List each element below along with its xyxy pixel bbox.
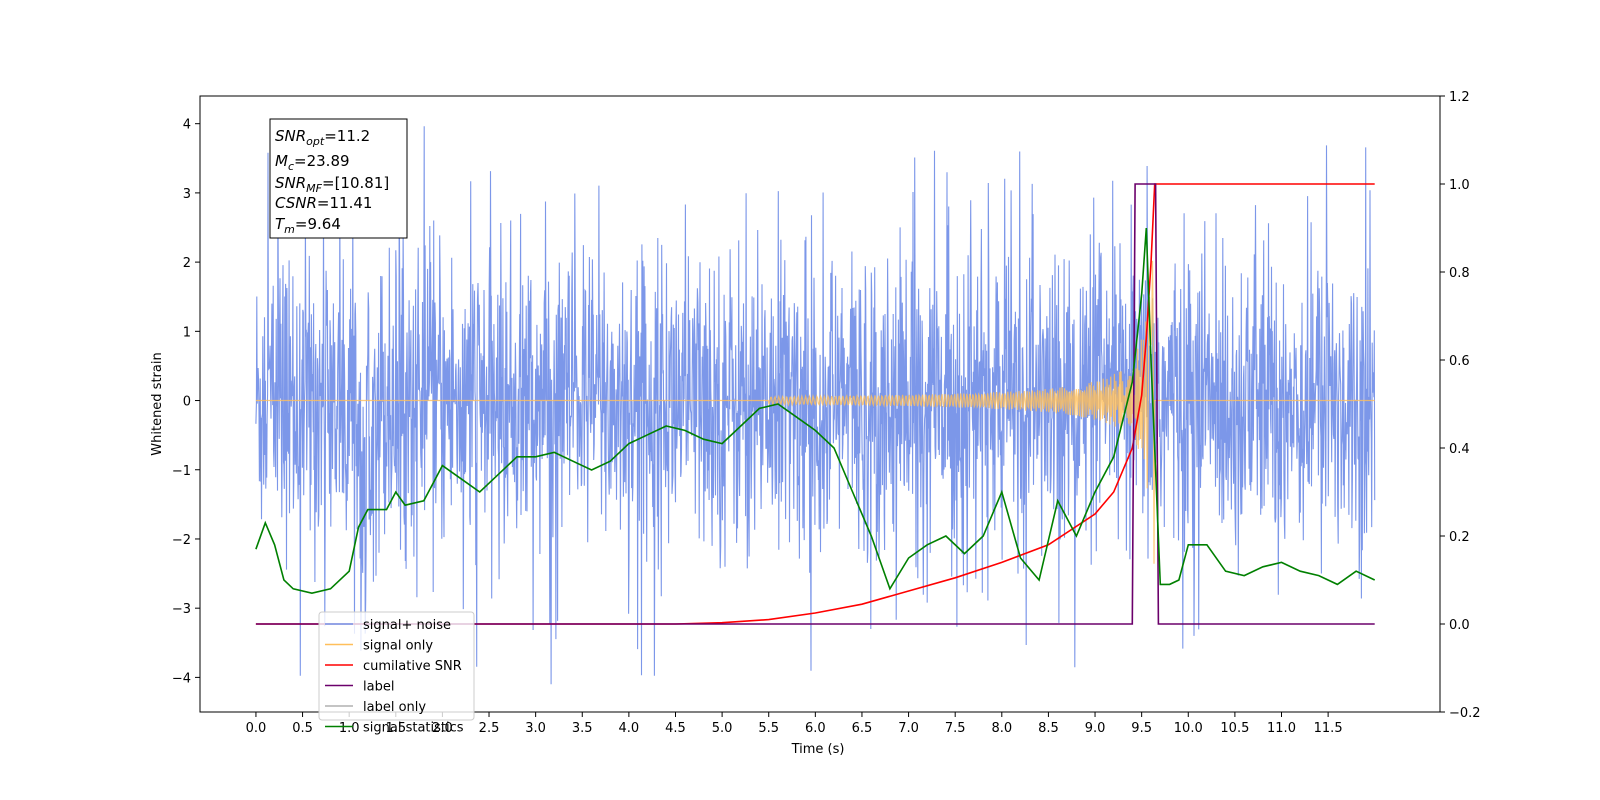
csnr-symbol: CSNR xyxy=(275,194,317,212)
y2-tick-label: 1.0 xyxy=(1449,178,1470,193)
x-tick-label: 1.5 xyxy=(385,721,406,736)
x-tick-label: 11.5 xyxy=(1314,721,1343,736)
annotation-box: SNRopt=11.2 Mc=23.89 SNRMF=[10.81] CSNR=… xyxy=(269,118,408,239)
x-tick-label: 7.0 xyxy=(898,721,919,736)
annotation-mc: Mc=23.89 xyxy=(275,152,350,173)
x-axis-ticks: 0.0 0.5 1.0 1.5 2.0 2.5 3.0 3.5 4.0 4.5 5.0 5.5 6.0 6… xyxy=(246,712,1343,736)
x-tick-label: 1.0 xyxy=(339,721,360,736)
noise-series-layer xyxy=(255,126,1376,685)
x-tick-label: 10.0 xyxy=(1174,721,1203,736)
snr-mf-symbol: SNR xyxy=(275,174,306,192)
y-axis-ticks: 4 3 2 1 0 −1 −2 −3 −4 xyxy=(172,118,200,686)
annotation-tm: Tm=9.64 xyxy=(275,215,341,236)
annotation-snr-mf: SNRMF=[10.81] xyxy=(275,174,389,195)
x-axis-label: Time (s) xyxy=(791,742,845,757)
y-axis-label: Whitened strain xyxy=(150,352,165,455)
snr-mf-value: =[10.81] xyxy=(322,174,389,192)
tm-symbol: T xyxy=(275,215,286,233)
snr-opt-subscript: opt xyxy=(306,135,325,148)
y2-tick-label: 0.2 xyxy=(1449,530,1470,545)
tm-value: =9.64 xyxy=(295,215,341,233)
legend-label: signal+ noise xyxy=(363,618,451,633)
series-signal-noise xyxy=(255,126,1376,685)
x-tick-label: 9.0 xyxy=(1085,721,1106,736)
y-tick-label: 3 xyxy=(183,187,191,202)
snr-opt-value: =11.2 xyxy=(324,127,370,145)
x-tick-label: 11.0 xyxy=(1267,721,1296,736)
tm-subscript: m xyxy=(284,223,295,236)
x-tick-label: 4.5 xyxy=(665,721,686,736)
legend: signal+ noise signal only cumilative SNR la… xyxy=(318,611,475,736)
y2-tick-label: 0.4 xyxy=(1449,442,1470,457)
y-tick-label: −2 xyxy=(172,533,191,548)
legend-label: label xyxy=(363,680,394,695)
legend-label: signal only xyxy=(363,639,433,654)
y-tick-label: 2 xyxy=(183,256,191,271)
series-cumulative-snr xyxy=(255,183,1375,625)
y2-tick-label: 0.8 xyxy=(1449,266,1470,281)
annotation-frame xyxy=(269,118,408,239)
x-tick-label: 5.5 xyxy=(758,721,779,736)
legend-frame xyxy=(318,611,475,721)
x-tick-label: 2.0 xyxy=(432,721,453,736)
csnr-value: =11.41 xyxy=(317,194,373,212)
x-tick-label: 2.5 xyxy=(479,721,500,736)
x-tick-label: 7.5 xyxy=(945,721,966,736)
x-tick-label: 0.5 xyxy=(292,721,313,736)
snr-mf-subscript: MF xyxy=(306,182,322,195)
y-tick-label: 4 xyxy=(183,118,191,133)
y2-tick-label: −0.2 xyxy=(1449,706,1481,721)
y2-tick-label: 1.2 xyxy=(1449,90,1470,105)
y-tick-label: −3 xyxy=(172,602,191,617)
x-tick-label: 8.5 xyxy=(1038,721,1059,736)
mc-subscript: c xyxy=(288,160,294,173)
x-tick-label: 5.0 xyxy=(712,721,733,736)
series-label xyxy=(255,183,1375,625)
snr-opt-symbol: SNR xyxy=(275,127,306,145)
x-tick-label: 6.0 xyxy=(805,721,826,736)
annotation-csnr: CSNR=11.41 xyxy=(275,194,372,212)
series-signal-statistics xyxy=(255,227,1376,595)
right-axis-series-layer xyxy=(255,183,1376,625)
x-tick-label: 6.5 xyxy=(852,721,873,736)
y-tick-label: 0 xyxy=(183,395,191,410)
legend-label: label only xyxy=(363,700,426,715)
y2-tick-label: 0.6 xyxy=(1449,354,1470,369)
plot-frame xyxy=(199,95,1441,713)
y-tick-label: −1 xyxy=(172,464,191,479)
mc-symbol: M xyxy=(275,152,288,170)
mc-value: =23.89 xyxy=(294,152,350,170)
x-tick-label: 10.5 xyxy=(1220,721,1249,736)
y-tick-label: −4 xyxy=(172,671,191,686)
x-tick-label: 3.0 xyxy=(525,721,546,736)
right-y-axis-ticks: 1.2 1.0 0.8 0.6 0.4 0.2 0.0 −0.2 xyxy=(1440,90,1481,721)
signal-series-layer xyxy=(255,260,1375,564)
x-tick-label: 4.0 xyxy=(619,721,640,736)
x-tick-label: 9.5 xyxy=(1131,721,1152,736)
annotation-snr-opt: SNRopt=11.2 xyxy=(275,127,370,148)
x-tick-label: 3.5 xyxy=(572,721,593,736)
x-tick-label: 0.0 xyxy=(246,721,267,736)
legend-label: signal statistics xyxy=(363,721,464,736)
y-tick-label: 1 xyxy=(183,325,191,340)
x-tick-label: 8.0 xyxy=(991,721,1012,736)
y2-tick-label: 0.0 xyxy=(1449,618,1470,633)
series-signal-only xyxy=(255,260,1375,564)
legend-label: cumilative SNR xyxy=(363,659,462,674)
